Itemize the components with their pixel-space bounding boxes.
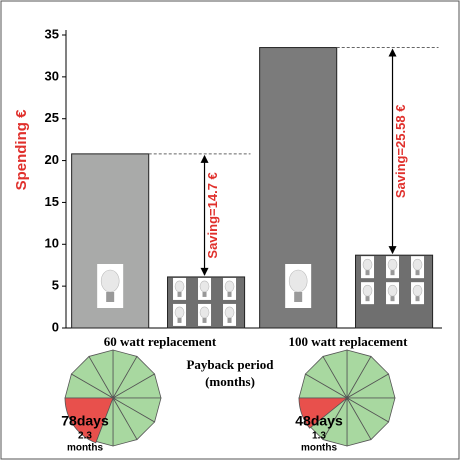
bulb-glass bbox=[175, 307, 184, 318]
payback-days: 78days bbox=[61, 413, 109, 429]
payback-days: 48days bbox=[295, 413, 343, 429]
saving-label: Saving=14.7 € bbox=[205, 172, 220, 258]
y-tick-label: 20 bbox=[45, 152, 59, 167]
bulb-glass bbox=[200, 307, 209, 318]
payback-unit: months bbox=[67, 443, 104, 454]
y-tick-label: 5 bbox=[52, 278, 59, 293]
bulb-base bbox=[203, 318, 207, 323]
payback-unit: months bbox=[301, 443, 338, 454]
bulb-base bbox=[178, 318, 182, 323]
payback-months: 2.3 bbox=[78, 431, 92, 442]
bulb-base bbox=[366, 296, 370, 301]
y-tick-label: 35 bbox=[45, 26, 59, 41]
bulb-glass bbox=[363, 259, 372, 270]
bulb-glass bbox=[388, 259, 397, 270]
bulb-base bbox=[203, 292, 207, 297]
x-tick-label: 100 watt replacement bbox=[289, 334, 409, 349]
y-tick-label: 0 bbox=[52, 319, 59, 334]
bulb-glass bbox=[175, 281, 184, 292]
payback-title: (months) bbox=[205, 374, 255, 389]
bulb-glass bbox=[289, 270, 307, 292]
bulb-base bbox=[391, 296, 395, 301]
bulb-base bbox=[416, 296, 420, 301]
bulb-glass bbox=[413, 285, 422, 296]
chart: Spending € Payback period (months) 0 5 10 1… bbox=[0, 0, 460, 460]
bulb-glass bbox=[363, 285, 372, 296]
bulb-glass bbox=[413, 259, 422, 270]
bulb-base bbox=[228, 292, 232, 297]
payback-months: 1.3 bbox=[312, 431, 326, 442]
y-tick-label: 10 bbox=[45, 236, 59, 251]
bulb-base bbox=[416, 270, 420, 275]
y-tick-label: 30 bbox=[45, 68, 59, 83]
bulb-glass bbox=[101, 270, 119, 292]
bulb-base bbox=[391, 270, 395, 275]
payback-title: Payback period bbox=[186, 357, 274, 372]
bulb-base bbox=[106, 292, 114, 302]
saving-label: Saving=25.58 € bbox=[393, 105, 408, 199]
bulb-glass bbox=[200, 281, 209, 292]
bulb-glass bbox=[388, 285, 397, 296]
y-tick-label: 15 bbox=[45, 194, 59, 209]
bulb-base bbox=[294, 292, 302, 302]
bulb-base bbox=[366, 270, 370, 275]
y-tick-label: 25 bbox=[45, 110, 59, 125]
bulb-glass bbox=[225, 281, 234, 292]
x-tick-label: 60 watt replacement bbox=[104, 334, 217, 349]
bulb-base bbox=[228, 318, 232, 323]
y-axis-label: Spending € bbox=[13, 109, 30, 190]
bulb-base bbox=[178, 292, 182, 297]
bulb-glass bbox=[225, 307, 234, 318]
